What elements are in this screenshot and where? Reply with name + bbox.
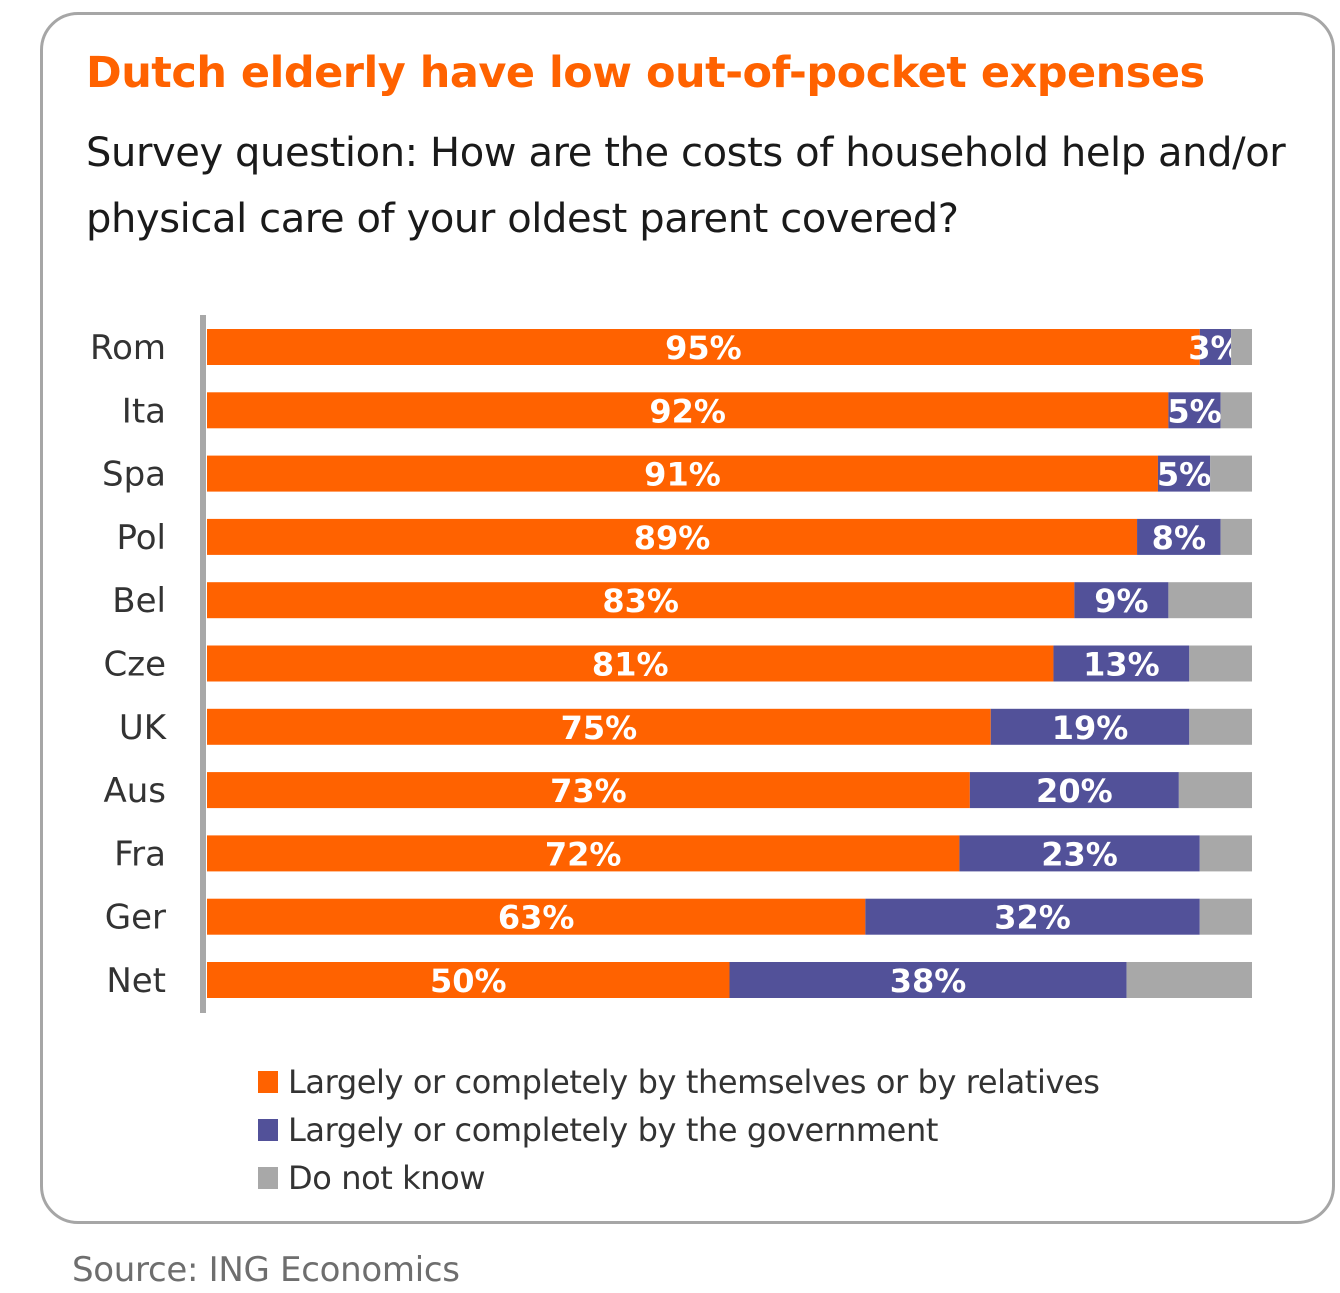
data-label-ita-0: 92% bbox=[649, 392, 726, 430]
data-label-aus-1: 20% bbox=[1036, 772, 1113, 810]
data-label-aus-0: 73% bbox=[550, 772, 627, 810]
legend-item-government: Largely or completely by the government bbox=[258, 1106, 1100, 1154]
bar-segment-pol-0 bbox=[207, 518, 1138, 555]
data-label-cze-1: 13% bbox=[1083, 646, 1160, 684]
category-label-bel: Bel bbox=[112, 581, 166, 621]
data-label-spa-1: 5% bbox=[1157, 456, 1211, 494]
data-label-fra-0: 72% bbox=[545, 835, 622, 873]
data-label-net-1: 38% bbox=[890, 962, 967, 1000]
bar-segment-aus-0 bbox=[207, 772, 970, 809]
bar-segment-rom-2 bbox=[1231, 329, 1252, 365]
category-label-fra: Fra bbox=[114, 834, 166, 874]
category-label-aus: Aus bbox=[103, 771, 166, 811]
legend-swatch-self bbox=[258, 1071, 278, 1093]
category-label-ger: Ger bbox=[105, 898, 166, 938]
bar-segment-bel-0 bbox=[207, 582, 1075, 619]
legend: Largely or completely by themselves or b… bbox=[258, 1058, 1100, 1202]
data-label-net-0: 50% bbox=[430, 962, 507, 1000]
chart-subtitle: Survey question: How are the costs of ho… bbox=[86, 130, 1286, 242]
data-label-pol-1: 8% bbox=[1152, 519, 1206, 557]
bar-segment-spa-2 bbox=[1210, 455, 1252, 492]
bar-segment-aus-2 bbox=[1178, 772, 1252, 809]
bar-segment-uk-1 bbox=[990, 708, 1190, 745]
bar-segment-cze-2 bbox=[1189, 645, 1252, 682]
bar-segment-fra-2 bbox=[1199, 835, 1252, 872]
bar-segment-bel-1 bbox=[1074, 582, 1169, 619]
data-label-uk-1: 19% bbox=[1052, 709, 1129, 747]
bar-segment-pol-1 bbox=[1137, 518, 1221, 555]
bar-segment-uk-2 bbox=[1189, 708, 1252, 745]
category-label-rom: Rom bbox=[90, 328, 166, 368]
chart-title: Dutch elderly have low out-of-pocket exp… bbox=[86, 48, 1205, 98]
data-label-fra-1: 23% bbox=[1041, 835, 1118, 873]
data-label-ger-1: 32% bbox=[994, 899, 1071, 937]
bar-segment-aus-1 bbox=[969, 772, 1179, 809]
legend-swatch-do-not-know bbox=[258, 1167, 278, 1189]
category-label-net: Net bbox=[106, 961, 166, 1001]
data-label-pol-0: 89% bbox=[634, 519, 711, 557]
bar-segment-ita-0 bbox=[207, 392, 1169, 429]
data-label-ger-0: 63% bbox=[498, 899, 575, 937]
data-label-rom-0: 95% bbox=[665, 329, 742, 367]
legend-label-government: Largely or completely by the government bbox=[288, 1111, 938, 1149]
bar-segment-uk-0 bbox=[207, 708, 991, 745]
data-label-cze-0: 81% bbox=[592, 646, 669, 684]
bar-segment-spa-0 bbox=[207, 455, 1158, 492]
bar-segment-ita-2 bbox=[1220, 392, 1252, 429]
category-label-pol: Pol bbox=[116, 518, 166, 558]
category-label-ita: Ita bbox=[122, 391, 166, 431]
bar-segment-fra-0 bbox=[207, 835, 960, 872]
data-label-bel-1: 9% bbox=[1094, 582, 1148, 620]
data-label-spa-0: 91% bbox=[644, 456, 721, 494]
bar-segment-ger-1 bbox=[865, 898, 1200, 935]
category-label-spa: Spa bbox=[102, 455, 166, 495]
bar-segment-rom-1 bbox=[1199, 329, 1232, 365]
source-note: Source: ING Economics bbox=[72, 1250, 460, 1290]
legend-label-do-not-know: Do not know bbox=[288, 1159, 486, 1197]
bar-segment-spa-1 bbox=[1157, 455, 1211, 492]
bar-segment-net-0 bbox=[207, 962, 730, 998]
bar-segment-net-1 bbox=[729, 962, 1127, 998]
bar-segment-net-2 bbox=[1126, 962, 1252, 998]
legend-swatch-government bbox=[258, 1119, 278, 1141]
bar-segment-fra-1 bbox=[959, 835, 1200, 872]
bar-segment-pol-2 bbox=[1220, 518, 1252, 555]
bar-segment-cze-0 bbox=[207, 645, 1054, 682]
bar-segment-ger-2 bbox=[1199, 898, 1252, 935]
data-label-bel-0: 83% bbox=[602, 582, 679, 620]
legend-label-self: Largely or completely by themselves or b… bbox=[288, 1063, 1100, 1101]
legend-item-self: Largely or completely by themselves or b… bbox=[258, 1058, 1100, 1106]
data-label-uk-0: 75% bbox=[561, 709, 638, 747]
category-label-cze: Cze bbox=[103, 645, 166, 685]
bar-segment-ger-0 bbox=[207, 898, 866, 935]
legend-item-do-not-know: Do not know bbox=[258, 1154, 1100, 1202]
bar-segment-bel-2 bbox=[1168, 582, 1252, 619]
category-label-uk: UK bbox=[119, 708, 168, 748]
bar-segment-ita-1 bbox=[1168, 392, 1221, 429]
data-label-ita-1: 5% bbox=[1167, 392, 1221, 430]
bar-segment-rom-0 bbox=[207, 329, 1200, 365]
bar-segment-cze-1 bbox=[1053, 645, 1190, 682]
